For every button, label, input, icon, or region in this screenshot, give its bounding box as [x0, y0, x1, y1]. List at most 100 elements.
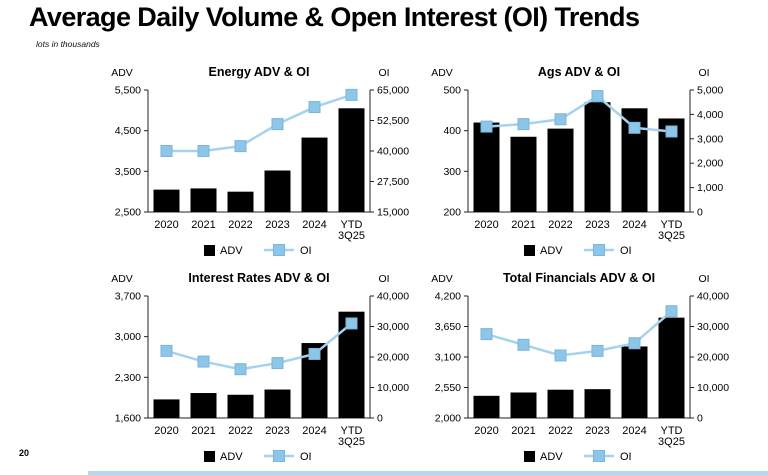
- chart-title: Ags ADV & OI: [538, 65, 620, 79]
- x-tick-label: 2021: [191, 425, 215, 437]
- x-tick-label: 2021: [191, 219, 215, 231]
- oi-line: [166, 93, 352, 153]
- left-tick-label: 300: [443, 166, 461, 178]
- x-tick-label: 2020: [474, 219, 498, 231]
- legend-oi-label: OI: [620, 451, 632, 463]
- x-tick-label: 2024: [622, 219, 646, 231]
- adv-bar-2024: [621, 346, 648, 418]
- oi-marker-2022: [234, 140, 247, 153]
- oi-line: [166, 322, 353, 371]
- legend-oi-marker: [273, 450, 285, 462]
- footer-accent-bar: [88, 471, 768, 475]
- x-tick-label: 2022: [548, 219, 572, 231]
- left-tick-label: 4,500: [115, 125, 141, 137]
- x-tick-label: 2022: [228, 219, 252, 231]
- oi-marker-2021: [517, 118, 530, 131]
- oi-marker-2024: [308, 101, 321, 114]
- x-tick-label: 2023: [265, 425, 289, 437]
- adv-bar-2022: [547, 128, 574, 212]
- adv-bar-2020: [153, 189, 180, 212]
- x-tick-label: 2021: [511, 219, 535, 231]
- x-tick-label-line2: 3Q25: [658, 436, 685, 448]
- oi-marker-2020: [480, 328, 493, 341]
- adv-bar-2020: [473, 122, 500, 212]
- left-tick-label: 3,100: [435, 352, 461, 364]
- left-tick-label: 2,550: [435, 382, 461, 394]
- x-tick-label: 2020: [154, 425, 178, 437]
- x-tick-label: 2020: [474, 425, 498, 437]
- x-tick-label: 2022: [228, 425, 252, 437]
- adv-bar-2023: [264, 389, 291, 418]
- legend-adv-label: ADV: [540, 451, 563, 463]
- oi-marker-2020: [160, 145, 173, 157]
- adv-bar-2020: [473, 395, 500, 418]
- adv-bar-2024: [301, 137, 328, 212]
- adv-bar-2023: [584, 102, 611, 212]
- adv-bar-2023: [584, 389, 611, 418]
- oi-marker-2022: [554, 113, 567, 126]
- x-tick-label: 2024: [302, 219, 326, 231]
- left-tick-label: 2,000: [435, 413, 461, 425]
- oi-marker-2022: [234, 363, 247, 376]
- x-tick-label: 2024: [302, 425, 326, 437]
- left-tick-label: 1,600: [115, 413, 141, 425]
- left-tick-label: 3,650: [435, 321, 461, 333]
- adv-bar-2020: [153, 399, 180, 418]
- oi-line: [486, 94, 672, 133]
- left-axis-title: ADV: [431, 67, 453, 79]
- page-number: 20: [19, 448, 30, 458]
- oi-marker-2021: [517, 338, 530, 351]
- chart-title: Total Financials ADV & OI: [503, 271, 655, 285]
- legend-adv-swatch: [204, 451, 215, 462]
- chart-energy-svg: Energy ADV & OI ADV OI 2,500 3,500 4,500 5,500…: [111, 65, 409, 257]
- chart-energy: Energy ADV & OI ADV OI 2,500 3,500 4,500 5,500…: [92, 60, 414, 265]
- left-tick-label: 3,000: [115, 331, 141, 343]
- x-tick-label: YTD: [661, 425, 683, 437]
- x-tick-label: YTD: [341, 425, 363, 437]
- x-tick-label: 2024: [622, 425, 646, 437]
- left-tick-label: 200: [443, 207, 461, 219]
- oi-marker-2022: [554, 349, 567, 362]
- right-tick-label: 40,000: [377, 146, 409, 158]
- oi-marker-2024: [628, 121, 641, 134]
- left-tick-label: 500: [443, 85, 461, 97]
- oi-line: [486, 310, 673, 357]
- x-tick-label: 2021: [511, 425, 535, 437]
- right-tick-label: 4,000: [697, 109, 723, 121]
- right-tick-label: 0: [697, 413, 703, 425]
- x-tick-label: 2023: [585, 425, 609, 437]
- left-tick-label: 4,200: [435, 291, 461, 303]
- legend-oi-marker: [593, 244, 605, 256]
- legend-adv-swatch: [524, 245, 535, 256]
- right-tick-label: 2,000: [697, 158, 723, 170]
- chart-total-financials: Total Financials ADV & OI ADV OI 2,000 2,550…: [412, 266, 734, 471]
- chart-ags: Ags ADV & OI ADV OI 200 300 400 500 0 1,000 2,000…: [412, 60, 734, 265]
- legend-adv-label: ADV: [220, 451, 243, 463]
- right-tick-label: 1,000: [697, 182, 723, 194]
- right-tick-label: 27,500: [377, 176, 409, 188]
- chart-title: Interest Rates ADV & OI: [188, 271, 329, 285]
- x-tick-label: 2023: [265, 219, 289, 231]
- right-tick-label: 5,000: [697, 85, 723, 97]
- legend-oi-label: OI: [300, 245, 312, 257]
- left-tick-label: 2,500: [115, 207, 141, 219]
- page-subtitle: lots in thousands: [36, 39, 100, 49]
- right-axis-title: OI: [698, 67, 709, 79]
- x-tick-label-line2: 3Q25: [338, 436, 365, 448]
- right-tick-label: 65,000: [377, 85, 409, 97]
- oi-marker-ytd-3q25: [345, 88, 358, 101]
- adv-bar-2021: [190, 393, 217, 418]
- oi-marker-2023: [271, 118, 284, 131]
- adv-bar-2021: [190, 188, 217, 212]
- x-tick-label: 2020: [154, 219, 178, 231]
- legend-adv-label: ADV: [540, 245, 563, 257]
- x-tick-label: YTD: [341, 219, 363, 231]
- left-axis-title: ADV: [111, 67, 133, 79]
- right-tick-label: 52,500: [377, 115, 409, 127]
- legend-adv-label: ADV: [220, 245, 243, 257]
- oi-marker-ytd-3q25: [665, 125, 678, 138]
- oi-marker-ytd-3q25: [345, 317, 358, 330]
- x-tick-label-line2: 3Q25: [658, 230, 685, 242]
- right-tick-label: 40,000: [697, 291, 729, 303]
- adv-bar-2022: [227, 191, 254, 212]
